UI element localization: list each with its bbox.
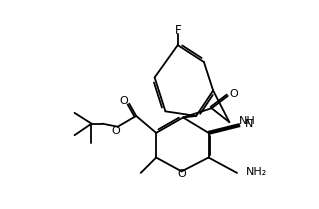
Text: F: F <box>174 24 181 37</box>
Text: NH: NH <box>239 116 255 126</box>
Text: O: O <box>112 126 121 136</box>
Text: O: O <box>119 96 128 106</box>
Text: NH₂: NH₂ <box>246 167 268 177</box>
Text: O: O <box>230 89 238 99</box>
Text: N: N <box>245 119 253 129</box>
Text: O: O <box>177 169 186 180</box>
